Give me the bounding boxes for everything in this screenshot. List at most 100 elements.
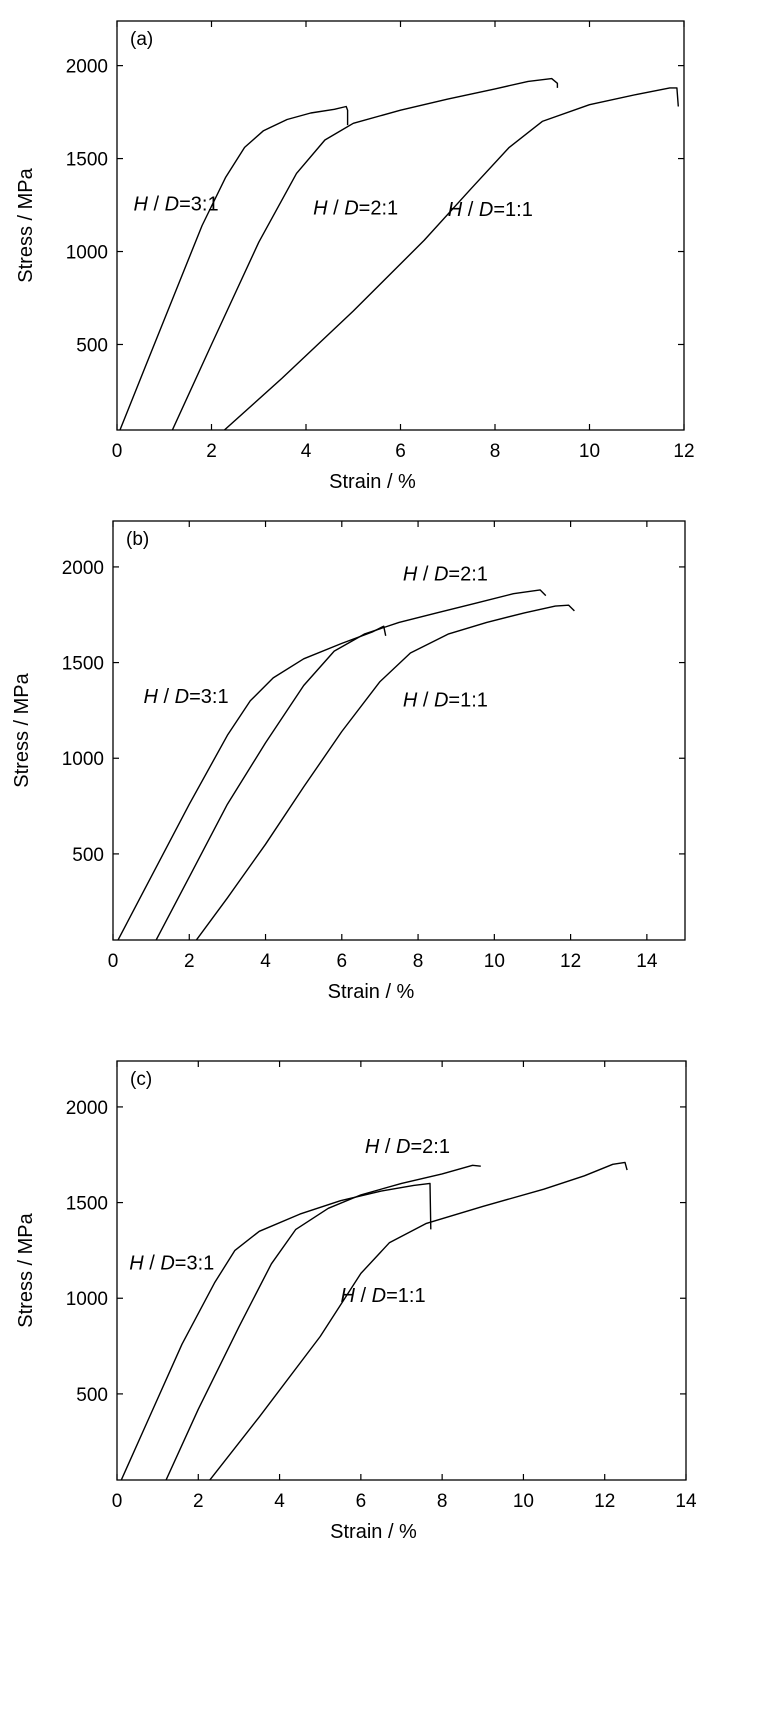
plot-frame (116, 1060, 687, 1481)
y-tick-label: 1500 (66, 150, 108, 171)
series-curve (195, 604, 575, 940)
x-tick-label: 10 (484, 951, 505, 972)
x-tick-label: 2 (193, 1491, 204, 1512)
series-label: H / D=3:1 (144, 686, 229, 708)
y-axis-title: Stress / MPa (15, 1212, 37, 1327)
series-label-part: / (355, 1285, 372, 1307)
y-tick-label: 1500 (66, 1194, 108, 1215)
x-tick-label: 6 (356, 1491, 367, 1512)
x-tick-label: 10 (513, 1491, 534, 1512)
x-tick-label: 6 (395, 441, 406, 462)
series-curve (155, 589, 547, 940)
y-tick-label: 500 (76, 335, 108, 356)
x-tick-label: 8 (490, 441, 501, 462)
y-tick-label: 2000 (66, 57, 108, 78)
series-label-part: =1:1 (448, 690, 487, 712)
panel-c: 0 2 4 6 8 10 12 14 500 1000 1500 2000 Strain / % Stre… (15, 1060, 697, 1543)
series-label: H / D=3:1 (134, 194, 219, 216)
series-label-part: / (158, 686, 175, 708)
series-curve (208, 1161, 628, 1480)
x-tick-label: 2 (206, 441, 217, 462)
series-curve (117, 625, 387, 940)
series-curve (120, 1182, 432, 1480)
series-label-part: H (134, 194, 149, 216)
y-tick-label: 1000 (62, 749, 104, 770)
y-axis-title: Stress / MPa (11, 672, 33, 787)
series-label: H / D=1:1 (403, 690, 488, 712)
x-tick-label: 0 (112, 1491, 123, 1512)
series-curve (171, 77, 559, 430)
series-curve (165, 1164, 481, 1480)
plot-frame (112, 520, 686, 941)
y-tick-label: 500 (72, 845, 104, 866)
x-axis-title: Strain / % (329, 471, 416, 493)
x-tick-label: 6 (337, 951, 348, 972)
series-label-part: =1:1 (493, 199, 532, 221)
panel-label: (b) (126, 529, 149, 550)
series-label-part: D (434, 563, 448, 585)
x-tick-label: 0 (112, 441, 123, 462)
x-tick-label: 12 (594, 1491, 615, 1512)
series-curve (223, 87, 679, 430)
series-label-part: D (434, 690, 448, 712)
series-label-part: H (403, 690, 418, 712)
y-tick-label: 1000 (66, 243, 108, 264)
series-label-part: =3:1 (179, 194, 218, 216)
series-label-part: H (129, 1253, 144, 1275)
series-label-part: =2:1 (448, 563, 487, 585)
y-tick-label: 2000 (66, 1098, 108, 1119)
y-tick-label: 2000 (62, 558, 104, 579)
series-label-part: D (165, 194, 179, 216)
series-label-part: / (328, 197, 345, 219)
x-tick-label: 4 (260, 951, 271, 972)
series-label-part: D (479, 199, 493, 221)
series-label-part: =1:1 (386, 1285, 425, 1307)
series-label-part: D (372, 1285, 386, 1307)
x-tick-label: 8 (413, 951, 424, 972)
series-label-part: D (344, 197, 358, 219)
panel-label: (a) (130, 29, 153, 50)
series-label-part: D (160, 1253, 174, 1275)
series-label-part: H (341, 1285, 356, 1307)
series-label: H / D=3:1 (129, 1253, 214, 1275)
series-label-part: H (403, 563, 418, 585)
series-label-part: / (148, 194, 165, 216)
panel-label: (c) (130, 1069, 152, 1090)
x-tick-label: 14 (636, 951, 658, 972)
series-label-part: / (417, 690, 434, 712)
x-tick-label: 4 (274, 1491, 285, 1512)
series-label-part: =2:1 (359, 197, 398, 219)
series-label-part: / (417, 563, 434, 585)
panel-b: 0 2 4 6 8 10 12 14 500 1000 1500 2000 Strain / % Stre… (11, 520, 686, 1003)
x-tick-label: 0 (108, 951, 119, 972)
series-label-part: D (175, 686, 189, 708)
y-tick-label: 500 (76, 1385, 108, 1406)
x-axis-title: Strain / % (328, 981, 415, 1003)
series-label-part: H (448, 199, 463, 221)
series-label: H / D=1:1 (341, 1285, 426, 1307)
series-label-part: =3:1 (189, 686, 228, 708)
series-label: H / D=2:1 (313, 197, 398, 219)
x-tick-label: 12 (673, 441, 694, 462)
series-label: H / D=2:1 (403, 563, 488, 585)
y-tick-label: 1000 (66, 1289, 108, 1310)
y-axis-title: Stress / MPa (15, 167, 37, 282)
y-tick-label: 1500 (62, 654, 104, 675)
x-tick-label: 4 (301, 441, 312, 462)
series-curve (119, 105, 349, 430)
x-tick-label: 2 (184, 951, 195, 972)
series-label-part: =3:1 (175, 1253, 214, 1275)
series-label-part: H (365, 1136, 380, 1158)
series-label-part: / (144, 1253, 161, 1275)
x-axis-title: Strain / % (330, 1521, 417, 1543)
series-label-part: =2:1 (410, 1136, 449, 1158)
x-tick-label: 12 (560, 951, 581, 972)
x-tick-label: 14 (675, 1491, 697, 1512)
series-label-part: H (313, 197, 328, 219)
series-label: H / D=2:1 (365, 1136, 450, 1158)
x-tick-label: 10 (579, 441, 600, 462)
series-label-part: / (379, 1136, 396, 1158)
series-label-part: H (144, 686, 159, 708)
series-label: H / D=1:1 (448, 199, 533, 221)
